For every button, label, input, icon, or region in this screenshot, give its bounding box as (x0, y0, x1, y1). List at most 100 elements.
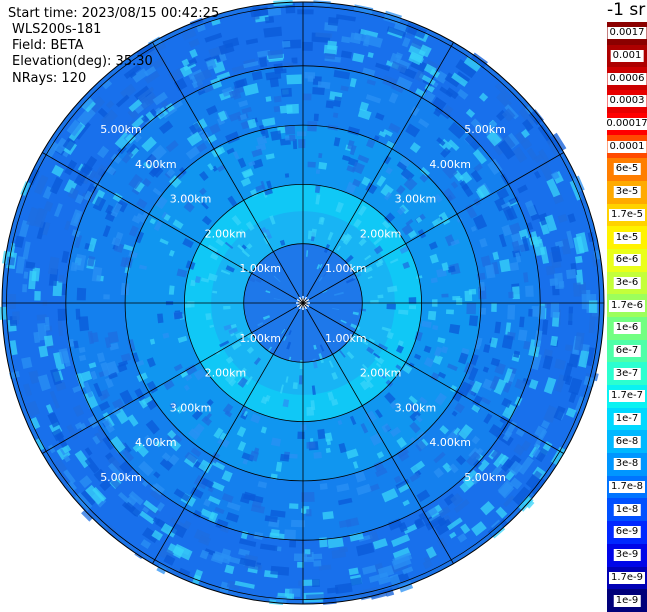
field-speckle (310, 400, 316, 411)
field-speckle (317, 81, 331, 89)
colorbar-level-label: 6e-5 (613, 163, 641, 176)
range-ring-label: 5.00km (464, 471, 506, 484)
field-speckle (357, 205, 367, 216)
field-speckle (120, 353, 132, 363)
field-speckle (264, 228, 273, 240)
field-speckle (333, 291, 344, 296)
field-speckle (35, 438, 46, 451)
field-speckle (279, 239, 286, 246)
colorbar: 0.0017 0.001 0.0006 0.0003 0.00017 0.0001 6e-5… (604, 22, 647, 612)
field-speckle (314, 184, 321, 194)
field-speckle (325, 100, 335, 109)
field-speckle (575, 269, 584, 285)
field-speckle (168, 67, 184, 82)
field-speckle (359, 380, 370, 391)
field-speckle (578, 350, 590, 368)
field-speckle (222, 403, 234, 415)
field-speckle (438, 211, 451, 226)
field-speckle (144, 70, 160, 84)
field-speckle (44, 141, 60, 159)
field-speckle (419, 396, 428, 405)
field-speckle (128, 250, 138, 259)
field-speckle (36, 221, 46, 240)
colorbar-level-label: 3e-6 (613, 276, 641, 289)
colorbar-level-label: 1e-8 (613, 503, 641, 516)
field-speckle (441, 293, 449, 298)
field-speckle (265, 96, 272, 102)
field-speckle (242, 169, 254, 179)
field-speckle (273, 298, 281, 300)
field-speckle (256, 49, 271, 58)
field-speckle (257, 322, 264, 327)
colorbar-level-label: 6e-8 (613, 435, 641, 448)
nrays-label: NRays: 120 (12, 71, 87, 86)
field-speckle (74, 194, 85, 205)
field-speckle (517, 184, 528, 194)
field-speckle (398, 309, 409, 315)
field-speckle (349, 144, 357, 156)
field-speckle (285, 376, 289, 383)
field-speckle (424, 83, 435, 93)
field-speckle (409, 142, 421, 154)
field-speckle (189, 48, 198, 58)
field-speckle (133, 133, 142, 143)
field-speckle (352, 461, 359, 469)
field-speckle (270, 437, 281, 447)
field-speckle (508, 291, 514, 299)
colorbar-level: 0.0006 (607, 67, 647, 91)
field-speckle (318, 276, 323, 282)
field-speckle (425, 515, 445, 531)
field-speckle (84, 457, 100, 474)
field-speckle (568, 377, 583, 396)
field-speckle (471, 404, 481, 413)
field-speckle (169, 517, 187, 530)
field-speckle (331, 548, 347, 559)
field-speckle (387, 518, 403, 531)
field-speckle (528, 308, 533, 317)
field-speckle (127, 414, 139, 427)
field-speckle (76, 287, 87, 301)
field-speckle (248, 160, 256, 167)
field-speckle (243, 60, 259, 69)
field-speckle (98, 401, 111, 412)
field-speckle (217, 436, 230, 448)
field-speckle (486, 130, 502, 147)
field-speckle (92, 196, 107, 212)
field-speckle (550, 171, 560, 181)
field-speckle (143, 66, 157, 77)
field-speckle (173, 311, 183, 320)
field-speckle (472, 394, 483, 407)
field-speckle (488, 424, 502, 437)
field-speckle (279, 384, 284, 394)
field-speckle (99, 479, 112, 492)
field-speckle (216, 164, 225, 172)
field-speckle (401, 37, 411, 48)
field-speckle (74, 234, 83, 249)
colorbar-level: 3e-9 (607, 543, 647, 567)
field-speckle (381, 423, 392, 433)
field-speckle (375, 62, 391, 72)
field-speckle (105, 100, 115, 109)
field-speckle (544, 303, 552, 309)
field-speckle (225, 356, 234, 364)
field-speckle (187, 428, 201, 441)
field-speckle (173, 488, 191, 502)
field-speckle (105, 204, 114, 215)
azimuth-spoke (152, 42, 304, 304)
field-speckle (201, 415, 213, 427)
field-speckle (104, 336, 112, 349)
field-speckle (158, 120, 174, 134)
field-speckle (362, 564, 377, 575)
field-speckle (149, 218, 157, 225)
field-speckle (168, 438, 182, 452)
center-ray (302, 298, 305, 304)
field-speckle (434, 193, 443, 203)
field-speckle (386, 26, 407, 38)
field-speckle (450, 239, 460, 247)
field-speckle (306, 250, 309, 257)
field-speckle (211, 147, 223, 158)
field-speckle (264, 515, 278, 523)
field-speckle (224, 241, 234, 249)
center-ray (302, 299, 307, 304)
field-speckle (469, 353, 479, 366)
